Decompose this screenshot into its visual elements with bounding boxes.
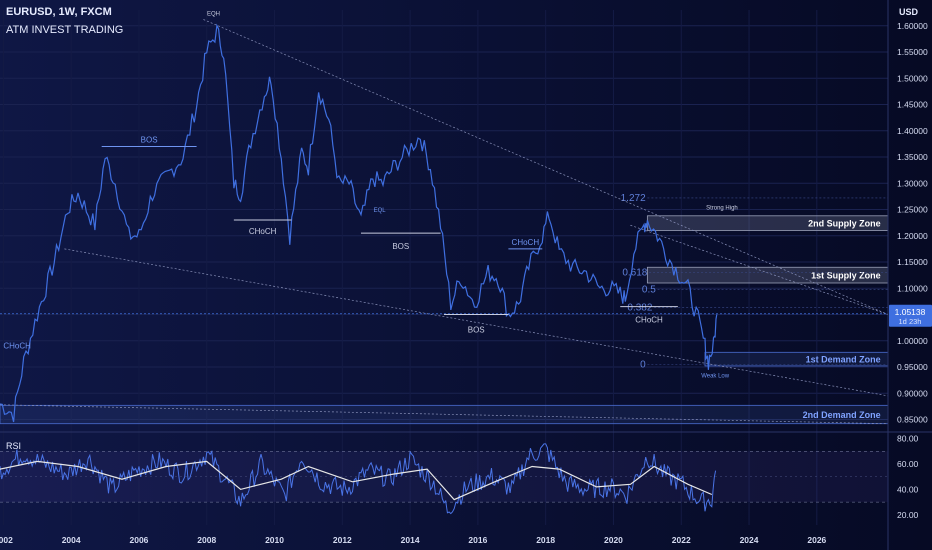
x-tick-label: 2018 (536, 535, 555, 545)
fib-level-label: 0.5 (642, 284, 656, 295)
y-tick-label: 1.10000 (897, 283, 928, 293)
x-tick-label: 2010 (265, 535, 284, 545)
trend-line (630, 224, 889, 315)
y-tick-label: 1.15000 (897, 257, 928, 267)
trend-line (203, 19, 889, 315)
weak-low-label: Weak Low (701, 374, 730, 380)
eql-label: EQL (374, 208, 387, 214)
x-tick-label: 2006 (130, 535, 149, 545)
rsi-tick-label: 40.00 (897, 484, 919, 494)
structure-label: CHoCH (512, 238, 540, 247)
trend-lines: 1.272 0.618 0.5 0.382 0 (0, 19, 889, 425)
author-label: ATM INVEST TRADING (6, 24, 124, 36)
structure-label: CHoCH (249, 227, 277, 236)
rsi-tick-label: 80.00 (897, 434, 919, 444)
zone-label: 1st Demand Zone (806, 355, 881, 365)
y-tick-label: 0.95000 (897, 362, 928, 372)
x-tick-label: 2016 (468, 535, 487, 545)
rsi-band (0, 451, 888, 503)
strong-high-label: Strong High (706, 206, 738, 212)
price-tag-box (889, 304, 932, 327)
rsi-tick-label: 20.00 (897, 510, 919, 520)
price-series (0, 23, 718, 423)
trend-line (64, 248, 889, 397)
y-tick-label: 1.00000 (897, 336, 928, 346)
trend-line (0, 404, 889, 425)
x-tick-label: 2022 (672, 535, 691, 545)
rsi-pane: RSI (0, 431, 932, 515)
y-tick-label: 0.85000 (897, 415, 928, 425)
fib-level-label: 1.272 (621, 193, 646, 204)
price-tag-countdown: 1d 23h (899, 317, 922, 326)
structure-label: BOS (468, 326, 485, 335)
x-tick-label: 2020 (604, 535, 623, 545)
zone-label: 2nd Demand Zone (803, 410, 881, 420)
rsi-title: RSI (6, 441, 21, 451)
y-tick-label: 0.90000 (897, 388, 928, 398)
fib-level-label: 0.382 (627, 303, 652, 314)
zone-label: 2nd Supply Zone (808, 219, 881, 229)
rsi-tick-label: 60.00 (897, 459, 919, 469)
price-tag-value: 1.05138 (895, 307, 926, 317)
structure-label: CHoCH (635, 316, 663, 325)
x-tick-label: 2002 (0, 535, 13, 545)
fib-level-label: 0 (640, 359, 646, 370)
y-tick-label: 1.25000 (897, 205, 928, 215)
rsi-line (0, 443, 717, 515)
symbol-title[interactable]: EURUSD, 1W, FXCM (6, 6, 112, 18)
fib-level-label: 0.618 (622, 268, 647, 279)
y-tick-label: 1.60000 (897, 21, 928, 31)
currency-label: USD (899, 7, 919, 17)
price-line (0, 23, 718, 423)
y-tick-label: 1.55000 (897, 47, 928, 57)
y-tick-label: 1.50000 (897, 73, 928, 83)
x-tick-label: 2014 (401, 535, 420, 545)
x-tick-label: 2024 (740, 535, 759, 545)
rsi-ma-line (0, 460, 713, 501)
structure-markers: BOS CHoCH BOS BOS CHoCH CHoCH EQH EQL CHoCH Stron… (3, 11, 737, 379)
x-tick-label: 2026 (807, 535, 826, 545)
x-tick-label: 2012 (333, 535, 352, 545)
y-tick-label: 1.20000 (897, 231, 928, 241)
y-tick-label: 1.45000 (897, 100, 928, 110)
y-tick-label: 1.30000 (897, 178, 928, 188)
x-tick-label: 2004 (62, 535, 81, 545)
structure-label: BOS (141, 136, 158, 145)
structure-label: BOS (392, 242, 409, 251)
eqh-label: EQH (207, 11, 220, 17)
y-tick-label: 1.40000 (897, 126, 928, 136)
choch-label: CHoCH (3, 342, 31, 351)
zone-label: 1st Supply Zone (811, 271, 881, 281)
y-tick-label: 1.35000 (897, 152, 928, 162)
x-tick-label: 2008 (197, 535, 216, 545)
